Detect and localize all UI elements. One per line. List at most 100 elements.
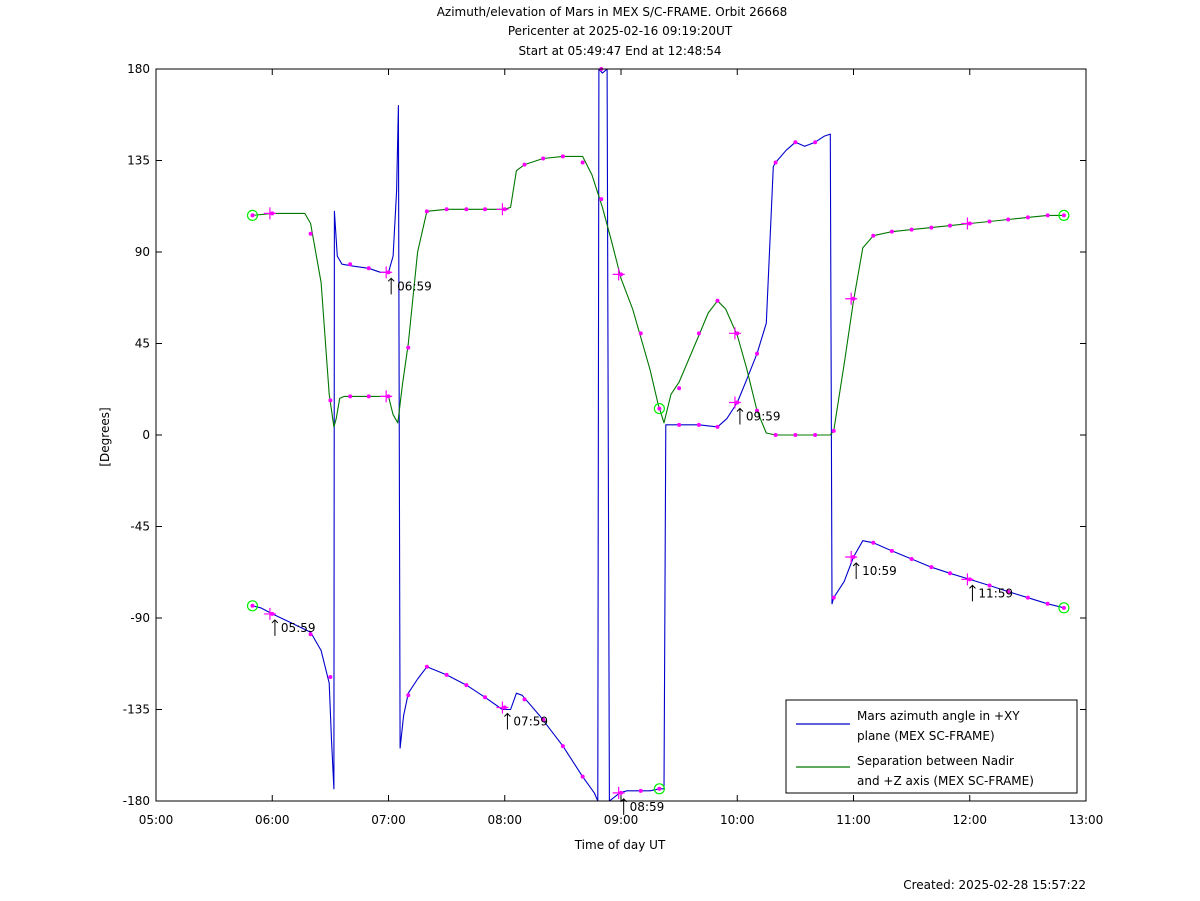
hour-cross-marker	[496, 203, 509, 216]
x-tick-label: 05:00	[139, 813, 174, 827]
hour-cross-marker	[263, 607, 276, 620]
data-point-marker	[889, 548, 894, 553]
y-tick-label: -90	[130, 611, 150, 625]
time-annotation-arrow	[736, 407, 744, 425]
data-point-marker	[1006, 217, 1011, 222]
hour-cross-marker	[961, 573, 974, 586]
data-point-marker	[813, 140, 818, 145]
data-point-marker	[522, 162, 527, 167]
data-point-marker	[793, 140, 798, 145]
data-point-marker	[1025, 595, 1030, 600]
data-point-marker	[308, 632, 313, 637]
time-annotation-label: 10:59	[862, 564, 897, 578]
y-tick-label: 180	[127, 62, 150, 76]
y-tick-label: 0	[142, 428, 150, 442]
data-point-marker	[250, 213, 255, 218]
y-tick-label: 90	[135, 245, 150, 259]
x-axis-label: Time of day UT	[574, 838, 666, 852]
time-annotation-label: 11:59	[978, 586, 1013, 600]
chart-title: Azimuth/elevation of Mars in MEX S/C-FRA…	[437, 5, 788, 58]
data-point-marker	[1025, 215, 1030, 220]
data-point-marker	[871, 540, 876, 545]
data-point-marker	[328, 398, 333, 403]
endpoint-circle	[246, 209, 259, 221]
hour-cross-marker	[612, 268, 625, 281]
time-annotation-label: 08:59	[630, 800, 665, 814]
time-annotation-label: 07:59	[513, 714, 548, 728]
y-tick-label: -180	[123, 794, 150, 808]
data-point-marker	[482, 207, 487, 212]
data-point-marker	[1045, 601, 1050, 606]
endpoint-circle	[1058, 602, 1070, 614]
data-point-marker	[987, 583, 992, 588]
data-point-marker	[831, 595, 836, 600]
data-point-marker	[560, 744, 565, 749]
x-tick-label: 07:00	[371, 813, 406, 827]
plot-frame	[155, 68, 1087, 802]
time-annotation-arrow	[387, 277, 395, 295]
hour-cross-marker	[612, 786, 625, 799]
x-tick-label: 09:00	[604, 813, 639, 827]
hour-cross-marker	[263, 207, 276, 220]
data-point-marker	[250, 603, 255, 608]
created-timestamp: Created: 2025-02-28 15:57:22	[903, 878, 1086, 892]
data-point-marker	[755, 351, 760, 356]
hour-cross-marker	[496, 701, 509, 714]
data-point-marker	[366, 394, 371, 399]
legend-label-separation-2: and +Z axis (MEX SC-FRAME)	[857, 774, 1034, 788]
data-point-marker	[947, 223, 952, 228]
time-annotation-arrow	[620, 798, 628, 815]
x-tick-label: 08:00	[487, 813, 522, 827]
data-point-marker	[793, 433, 798, 437]
time-annotation-arrow	[852, 562, 860, 579]
y-axis-label: [Degrees]	[98, 407, 112, 466]
x-tick-label: 11:00	[836, 813, 871, 827]
annotations: 05:59 06:59 07:59 08:59 09:59 10:59 11:59	[271, 277, 1013, 815]
data-point-marker	[715, 424, 720, 429]
data-point-marker	[308, 231, 313, 236]
data-point-marker	[947, 571, 952, 576]
legend-box	[785, 699, 1078, 794]
time-annotation-arrow	[969, 584, 976, 602]
hour-cross-marker	[728, 396, 741, 409]
time-annotation-arrow	[271, 619, 279, 636]
axes: 05:00 06:00 07:00 08:00 09:00 10:00 11:00 12:00…	[123, 62, 1104, 827]
y-tick-label: -45	[130, 520, 150, 534]
data-point-marker	[909, 557, 914, 562]
hour-cross-marker	[728, 327, 741, 340]
time-annotation-arrow	[504, 712, 511, 730]
data-point-marker	[813, 433, 818, 437]
endpoint-circle	[653, 783, 665, 795]
data-point-marker	[696, 331, 701, 336]
title-line-3: Start at 05:49:47 End at 12:48:54	[518, 44, 721, 58]
time-annotation-label: 09:59	[746, 409, 781, 423]
data-point-marker	[909, 227, 914, 232]
series-line-0	[252, 69, 1065, 801]
data-point-marker	[657, 406, 662, 411]
data-point-marker	[638, 788, 643, 793]
data-point-marker	[541, 717, 546, 722]
endpoint-circle	[653, 402, 665, 415]
time-annotation-label: 06:59	[397, 279, 432, 293]
data-point-marker	[444, 672, 449, 677]
data-point-marker	[406, 693, 411, 698]
data-point-marker	[1006, 589, 1011, 594]
data-point-marker	[929, 225, 934, 230]
data-point-marker	[773, 433, 778, 437]
data-point-marker	[715, 298, 720, 303]
data-point-marker	[560, 154, 565, 159]
data-point-marker	[987, 219, 992, 224]
data-point-marker	[348, 262, 353, 267]
data-point-marker	[638, 331, 643, 336]
x-tick-label: 06:00	[255, 813, 290, 827]
x-tick-label: 13:00	[1069, 813, 1104, 827]
title-line-1: Azimuth/elevation of Mars in MEX S/C-FRA…	[437, 5, 788, 19]
data-point-marker	[464, 683, 469, 688]
data-point-marker	[482, 695, 487, 700]
legend-label-separation-1: Separation between Nadir	[857, 754, 1014, 768]
data-point-marker	[522, 697, 527, 702]
data-point-marker	[328, 674, 333, 679]
data-point-marker	[773, 160, 778, 165]
data-point-marker	[599, 197, 604, 202]
